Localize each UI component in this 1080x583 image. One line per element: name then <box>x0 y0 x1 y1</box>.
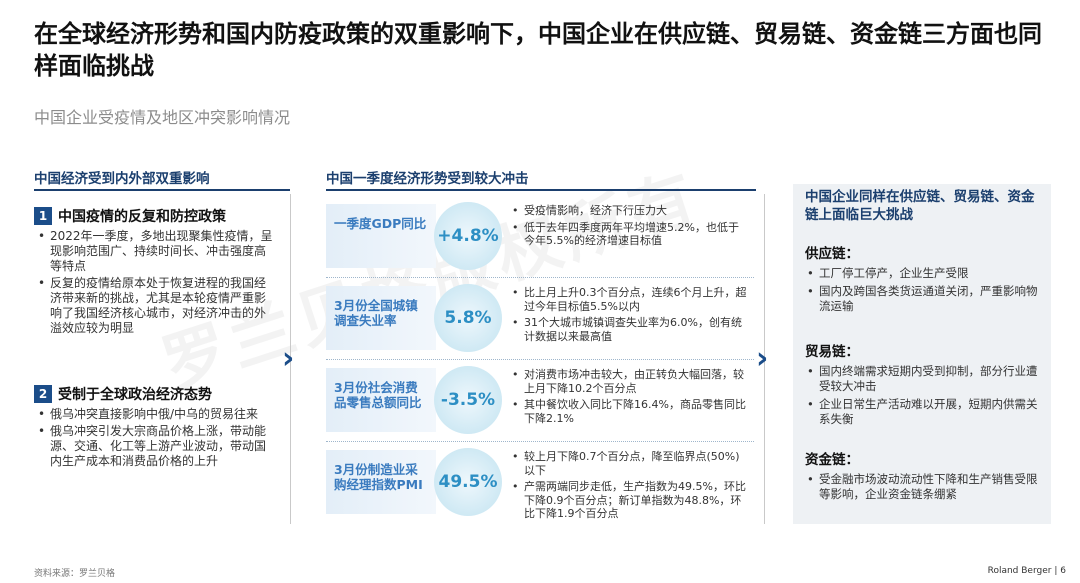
footer-brand: Roland Berger | 6 <box>988 566 1066 576</box>
section-number-badge: 2 <box>34 385 52 403</box>
panel-heading: 中国企业同样在供应链、贸易链、资金链上面临巨大挑战 <box>805 189 1035 223</box>
metric-row-pmi: 3月份制造业采购经理指数PMI 49.5% 较上月下降0.7个百分点，降至临界点… <box>326 444 754 520</box>
metric-row-retail: 3月份社会消费品零售总额同比 -3.5% 对消费市场冲击较大，由正转负大幅回落，… <box>326 362 754 438</box>
challenges-panel: 中国企业同样在供应链、贸易链、资金链上面临巨大挑战 供应链： 工厂停工停产，企业… <box>793 184 1051 524</box>
metric-label: 3月份制造业采购经理指数PMI <box>334 462 423 492</box>
left-divider <box>290 194 291 524</box>
bullet-item: 对消费市场冲击较大，由正转负大幅回落，较上月下降10.2个百分点 <box>512 368 748 395</box>
section-bullets: 俄乌冲突直接影响中俄/中乌的贸易往来 俄乌冲突引发大宗商品价格上涨，带动能源、交… <box>34 407 274 469</box>
panel-section-capital-chain: 资金链： 受金融市场波动流动性下降和生产销售受限等影响，企业资金链条绷紧 <box>805 448 1045 505</box>
metric-bullets: 较上月下降0.7个百分点，降至临界点(50%)以下 产需两端同步走低，生产指数为… <box>512 450 748 524</box>
bullet-item: 国内及跨国各类货运通道关闭，严重影响物流运输 <box>805 284 1045 314</box>
metric-label: 一季度GDP同比 <box>334 216 427 231</box>
left-section-2: 2 受制于全球政治经济态势 俄乌冲突直接影响中俄/中乌的贸易往来 俄乌冲突引发大… <box>34 384 274 471</box>
left-section-1: 1 中国疫情的反复和防控政策 2022年一季度，多地出现聚集性疫情，呈现影响范围… <box>34 206 274 338</box>
bullet-item: 31个大城市城镇调查失业率为6.0%，创有统计数据以来最高值 <box>512 316 748 343</box>
bullet-item: 较上月下降0.7个百分点，降至临界点(50%)以下 <box>512 450 748 477</box>
bullet-item: 受金融市场波动流动性下降和生产销售受限等影响，企业资金链条绷紧 <box>805 472 1045 502</box>
row-separator <box>326 441 754 442</box>
section-bullets: 2022年一季度，多地出现聚集性疫情，呈现影响范围广、持续时间长、冲击强度高等特… <box>34 229 274 336</box>
bullet-item: 国内终端需求短期内受到抑制，部分行业遭受较大冲击 <box>805 364 1045 394</box>
panel-section-title: 贸易链： <box>805 344 859 360</box>
footer-separator: | <box>1054 566 1058 576</box>
metric-bullets: 对消费市场冲击较大，由正转负大幅回落，较上月下降10.2个百分点 其中餐饮收入同… <box>512 368 748 428</box>
bullet-item: 产需两端同步走低，生产指数为49.5%，环比下降0.9个百分点；新订单指数为48… <box>512 480 748 521</box>
section-title: 受制于全球政治经济态势 <box>58 387 212 403</box>
metric-row-gdp: 一季度GDP同比 +4.8% 受疫情影响，经济下行压力大 低于去年四季度两年平均… <box>326 198 754 274</box>
bullet-item: 比上月上升0.3个百分点，连续6个月上升，超过今年目标值5.5%以内 <box>512 286 748 313</box>
metric-value-bubble: -3.5% <box>434 366 502 434</box>
page-title: 在全球经济形势和国内防疫政策的双重影响下，中国企业在供应链、贸易链、资金链三方面… <box>34 20 1042 80</box>
brand-name: Roland Berger <box>987 566 1052 576</box>
metric-value-bubble: 49.5% <box>434 448 502 516</box>
panel-section-title: 供应链： <box>805 246 859 262</box>
page-number: 6 <box>1060 566 1066 576</box>
bullet-item: 其中餐饮收入同比下降16.4%，商品零售同比下降2.1% <box>512 398 748 425</box>
bullet-item: 企业日常生产活动难以开展，短期内供需关系失衡 <box>805 397 1045 427</box>
row-separator <box>326 277 754 278</box>
bullet-item: 反复的疫情给原本处于恢复进程的我国经济带来新的挑战，尤其是本轮疫情严重影响了我国… <box>34 276 274 336</box>
metric-value-bubble: 5.8% <box>434 284 502 352</box>
bullet-item: 低于去年四季度两年平均增速5.2%，也低于今年5.5%的经济增速目标值 <box>512 221 748 248</box>
bullet-item: 俄乌冲突直接影响中俄/中乌的贸易往来 <box>34 407 274 422</box>
bullet-item: 工厂停工停产，企业生产受限 <box>805 266 1045 281</box>
metric-row-unemployment: 3月份全国城镇调查失业率 5.8% 比上月上升0.3个百分点，连续6个月上升，超… <box>326 280 754 356</box>
metric-bullets: 比上月上升0.3个百分点，连续6个月上升，超过今年目标值5.5%以内 31个大城… <box>512 286 748 346</box>
middle-divider <box>764 194 765 524</box>
panel-section-supply-chain: 供应链： 工厂停工停产，企业生产受限 国内及跨国各类货运通道关闭，严重影响物流运… <box>805 242 1045 317</box>
bullet-item: 2022年一季度，多地出现聚集性疫情，呈现影响范围广、持续时间长、冲击强度高等特… <box>34 229 274 274</box>
chevron-right-icon: › <box>756 341 769 376</box>
left-heading-rule <box>34 189 290 191</box>
middle-column-heading: 中国一季度经济形势受到较大冲击 <box>326 171 529 187</box>
bullet-item: 俄乌冲突引发大宗商品价格上涨，带动能源、交通、化工等上游产业波动，带动国内生产成… <box>34 424 274 469</box>
footer-source: 资料来源：罗兰贝格 <box>34 569 116 579</box>
metric-value-bubble: +4.8% <box>434 202 502 270</box>
middle-heading-rule <box>326 189 756 191</box>
left-column-heading: 中国经济受到内外部双重影响 <box>34 171 210 187</box>
metric-bullets: 受疫情影响，经济下行压力大 低于去年四季度两年平均增速5.2%，也低于今年5.5… <box>512 204 748 251</box>
page-subtitle: 中国企业受疫情及地区冲突影响情况 <box>34 108 291 127</box>
panel-section-trade-chain: 贸易链： 国内终端需求短期内受到抑制，部分行业遭受较大冲击 企业日常生产活动难以… <box>805 340 1045 430</box>
section-title: 中国疫情的反复和防控政策 <box>58 209 226 225</box>
metric-label: 3月份社会消费品零售总额同比 <box>334 380 422 410</box>
row-separator <box>326 359 754 360</box>
bullet-item: 受疫情影响，经济下行压力大 <box>512 204 748 218</box>
section-number-badge: 1 <box>34 207 52 225</box>
metric-label: 3月份全国城镇调查失业率 <box>334 298 418 328</box>
chevron-right-icon: › <box>282 341 295 376</box>
panel-section-title: 资金链： <box>805 452 859 468</box>
